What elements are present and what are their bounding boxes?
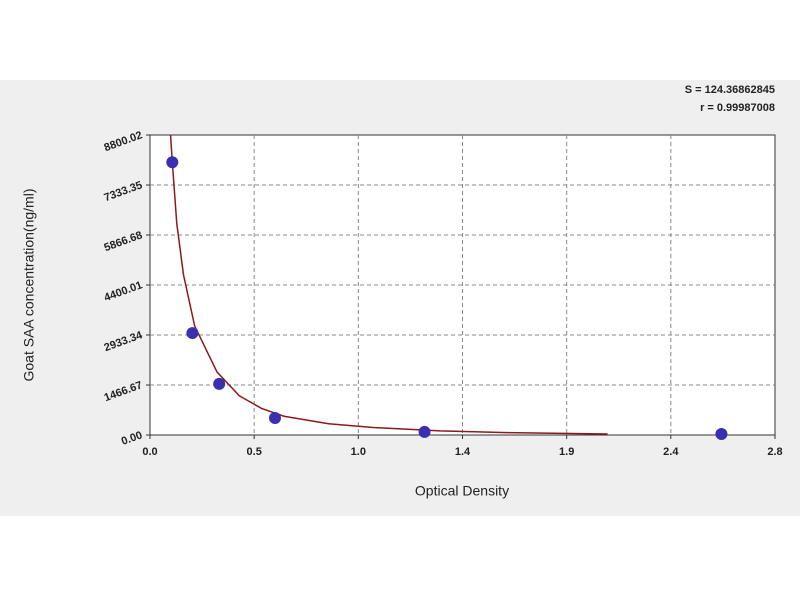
annotation: r = 0.99987008 — [700, 102, 775, 114]
x-tick-label: 1.0 — [351, 446, 366, 458]
x-tick-label: 0.0 — [142, 446, 157, 458]
y-axis-label: Goat SAA concentration(ng/ml) — [21, 189, 37, 382]
x-tick-label: 2.8 — [767, 446, 782, 458]
data-point — [166, 156, 179, 169]
data-point — [715, 427, 728, 440]
data-point — [213, 377, 226, 390]
data-point — [269, 411, 281, 424]
x-tick-label: 1.4 — [455, 446, 471, 458]
data-point — [418, 425, 431, 438]
data-point — [186, 327, 199, 340]
x-tick-label: 2.4 — [663, 446, 679, 458]
x-tick-label: 0.5 — [247, 446, 262, 458]
x-axis-label: Optical Density — [415, 483, 509, 499]
annotation: S = 124.36862845 — [685, 84, 775, 96]
x-tick-label: 1.9 — [559, 446, 574, 458]
